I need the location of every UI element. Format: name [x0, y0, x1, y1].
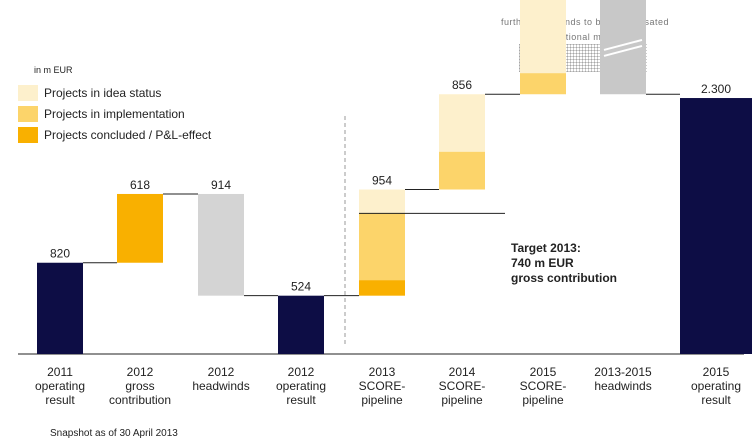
legend: Projects in idea status Projects in impl… [18, 82, 211, 145]
value-label-0: 820 [50, 247, 70, 261]
legend-label-concluded: Projects concluded / P&L-effect [44, 127, 212, 142]
bar-4-segment-concluded [359, 280, 405, 296]
bar-4-segment-idea [359, 189, 405, 214]
bar-8-segment-result [680, 98, 752, 354]
bar-break-mark-1 [603, 38, 643, 51]
unit-label: in m EUR [34, 65, 73, 75]
snapshot-note: Snapshot as of 30 April 2013 [50, 428, 178, 439]
target-annotation: Target 2013: 740 m EUR gross contributio… [511, 241, 617, 285]
value-label-3: 524 [291, 280, 311, 294]
value-label-1: 618 [130, 178, 150, 192]
value-label-8: 2.300 [701, 82, 731, 96]
bar-6-segment-idea [520, 0, 566, 74]
category-label-6: 2015 SCORE- pipeline [519, 365, 567, 407]
legend-swatch-concluded [18, 126, 38, 143]
bar-5-segment-implementation [439, 151, 485, 190]
bar-3-segment-result [278, 295, 324, 354]
bar-break-mark-2 [603, 44, 643, 57]
legend-item-implementation: Projects in implementation [18, 103, 211, 124]
bar-2-segment-headwinds [198, 193, 244, 296]
category-label-0: 2011 operating result [34, 365, 86, 407]
legend-swatch-idea [18, 84, 38, 101]
headwind-note: further headwinds to be compensated by a… [500, 17, 670, 42]
bar-6-segment-implementation [520, 73, 566, 95]
value-label-4: 954 [372, 174, 392, 188]
category-label-2: 2012 headwinds [192, 365, 250, 393]
value-label-5: 856 [452, 78, 472, 92]
category-label-8: 2015 operating result [690, 365, 742, 407]
category-label-7: 2013-2015 headwinds [594, 365, 652, 393]
bar-5-segment-idea [439, 94, 485, 152]
bar-0-segment-result [37, 262, 83, 354]
category-label-4: 2013 SCORE- pipeline [358, 365, 406, 407]
legend-item-idea: Projects in idea status [18, 82, 211, 103]
category-label-3: 2012 operating result [275, 365, 327, 407]
bar-1-segment-concluded [117, 193, 163, 263]
category-label-1: 2012 gross contribution [108, 365, 172, 407]
legend-label-implementation: Projects in implementation [44, 106, 185, 121]
legend-item-concluded: Projects concluded / P&L-effect [18, 124, 211, 145]
bar-4-segment-implementation [359, 213, 405, 281]
legend-swatch-implementation [18, 105, 38, 122]
value-label-2: 914 [211, 178, 231, 192]
category-label-5: 2014 SCORE- pipeline [438, 365, 486, 407]
legend-label-idea: Projects in idea status [44, 85, 162, 100]
